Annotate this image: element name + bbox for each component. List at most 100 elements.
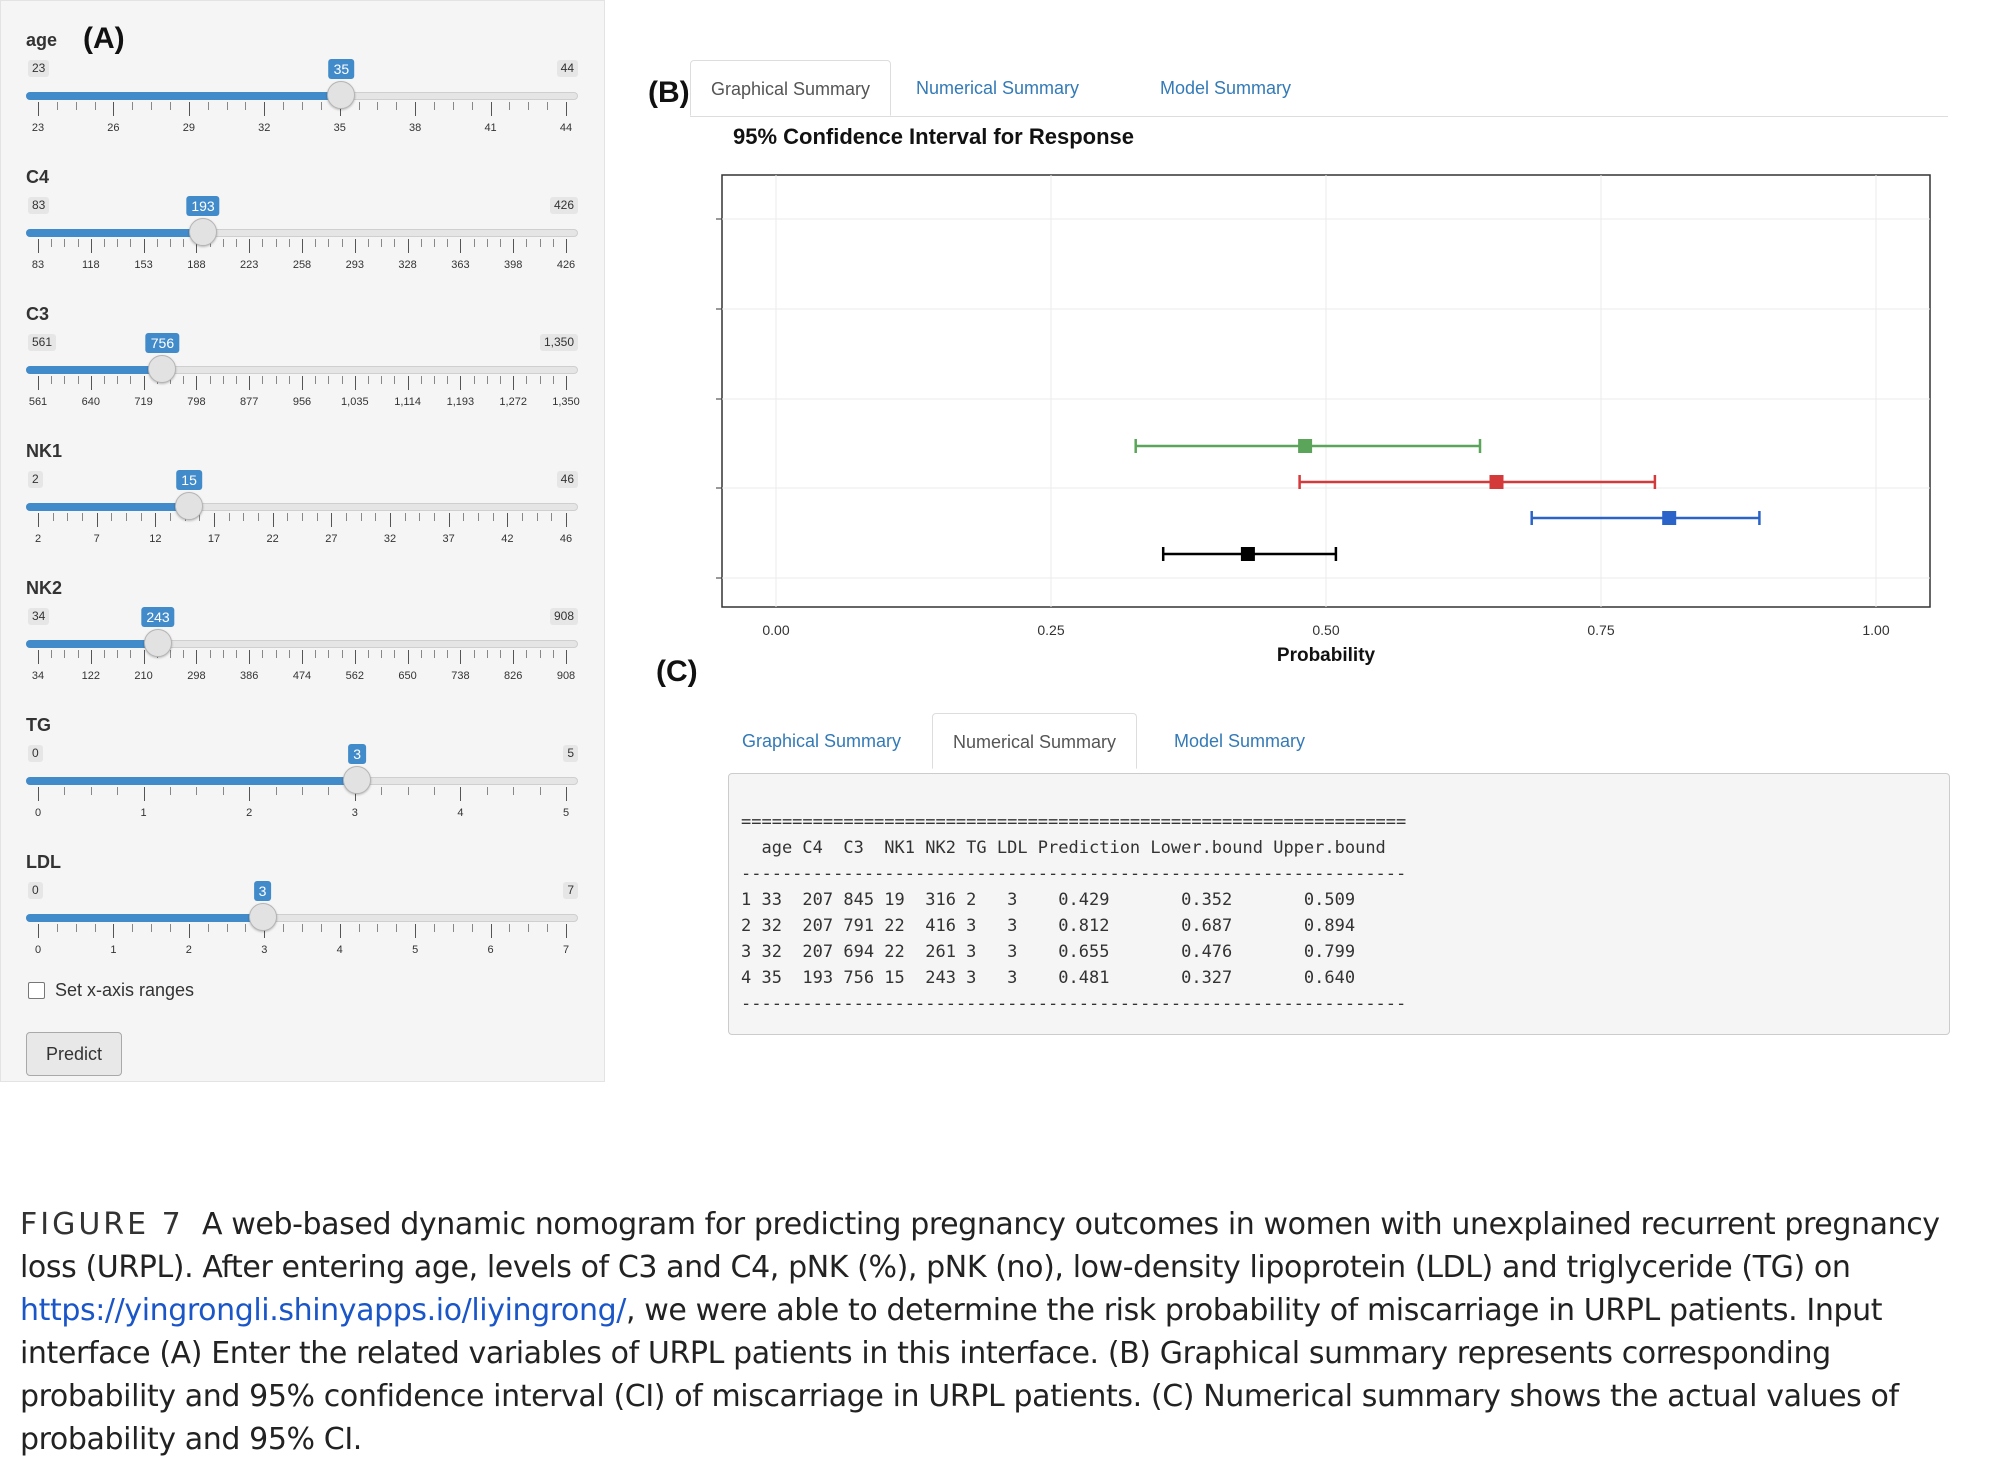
slider-minor-tick: [500, 650, 501, 658]
slider-major-tick: [490, 102, 492, 116]
tab-numerical-summary[interactable]: Numerical Summary: [916, 78, 1080, 98]
slider-major-tick: [196, 239, 198, 253]
x-axis-range-option[interactable]: Set x-axis ranges: [28, 980, 194, 1001]
slider-major-tick: [566, 924, 567, 938]
slider-tick-label: 956: [292, 396, 312, 408]
x-tick-label: 0.00: [762, 622, 789, 638]
slider-major-tick: [143, 650, 145, 664]
slider-minor-tick: [434, 102, 435, 110]
slider-major-tick: [38, 102, 39, 116]
slider-tick-label: 386: [240, 670, 259, 682]
slider-minor-tick: [346, 513, 347, 521]
slider-minor-tick: [275, 239, 277, 247]
slider-tick-label: 398: [504, 259, 523, 271]
slider-minor-tick: [226, 924, 228, 932]
slider-minor-tick: [170, 102, 171, 110]
slider-major-tick: [249, 787, 251, 801]
slider-max-label: 426: [549, 197, 578, 214]
slider-tick-label: 42: [501, 533, 514, 545]
slider-major-tick: [354, 239, 356, 253]
slider-minor-tick: [434, 239, 435, 247]
slider-tick-label: 223: [240, 259, 259, 271]
slider-minor-tick: [183, 376, 185, 384]
slider-major-tick: [566, 239, 567, 253]
slider-max-label: 7: [563, 882, 578, 899]
slider-minor-tick: [341, 239, 343, 247]
slider-minor-tick: [151, 924, 153, 932]
slider-minor-tick: [245, 102, 247, 110]
slider-minor-tick: [207, 924, 209, 932]
slider-minor-tick: [51, 239, 53, 247]
slider-major-tick: [407, 239, 409, 253]
slider-minor-tick: [67, 513, 69, 521]
slider-major-tick: [354, 376, 356, 390]
slider-min-label: 0: [28, 745, 43, 762]
slider-tick-label: 2: [185, 944, 192, 956]
slider-tick-label: 877: [240, 396, 259, 408]
tab-numerical-summary-c[interactable]: Numerical Summary: [932, 713, 1138, 769]
slider-max-label: 44: [556, 60, 578, 77]
slider-major-tick: [38, 513, 39, 527]
table-row: 4 35 193 756 15 243 3 3 0.481 0.327 0.64…: [741, 968, 1356, 988]
slider-minor-tick: [509, 924, 511, 932]
slider-tick-label: 7: [93, 533, 100, 545]
slider-minor-tick: [358, 924, 360, 932]
slider-minor-tick: [486, 650, 488, 658]
predict-button[interactable]: Predict: [26, 1032, 122, 1076]
slider-tick-label: 44: [559, 122, 573, 134]
slider-minor-tick: [236, 376, 237, 384]
slider-minor-tick: [94, 102, 96, 110]
slider-fill: [26, 92, 342, 100]
x-axis-range-checkbox[interactable]: [28, 982, 45, 999]
slider-handle[interactable]: [144, 629, 172, 657]
slider-ticks: 2 7 12 17 22 27 32 37 42 46: [26, 513, 578, 545]
slider-major-tick: [415, 102, 417, 116]
slider-handle[interactable]: [248, 903, 277, 931]
slider-minor-tick: [463, 513, 465, 521]
slider-minor-tick: [328, 239, 330, 247]
panel-a-label: (A): [83, 22, 125, 55]
slider-major-tick: [264, 102, 266, 116]
slider-major-tick: [38, 650, 39, 664]
slider-major-tick: [513, 239, 515, 253]
tab-model-summary-c[interactable]: Model Summary: [1174, 731, 1306, 751]
slider-minor-tick: [104, 650, 105, 658]
slider-minor-tick: [381, 787, 383, 795]
x-axis-range-label: Set x-axis ranges: [55, 980, 195, 1000]
slider-minor-tick: [486, 376, 488, 384]
slider-minor-tick: [526, 239, 528, 247]
slider-tick-label: 3: [351, 807, 358, 819]
slider-handle[interactable]: [327, 81, 356, 109]
slider-fill: [26, 777, 358, 785]
slider-minor-tick: [471, 924, 473, 932]
slider-handle[interactable]: [343, 766, 372, 794]
slider-minor-tick: [130, 376, 132, 384]
slider-minor-tick: [170, 924, 171, 932]
slider-tick-label: 0: [34, 807, 42, 819]
app-link[interactable]: https://yingrongli.shinyapps.io/liyingro…: [20, 1293, 626, 1328]
slider-minor-tick: [447, 239, 449, 247]
slider-tick-label: 4: [336, 944, 343, 956]
tab-graphical-summary-c[interactable]: Graphical Summary: [742, 731, 902, 751]
slider-tg: TG 0 5 3 0 1 2 3 4 5: [26, 715, 578, 845]
slider-handle[interactable]: [148, 355, 177, 383]
tab-graphical-summary[interactable]: Graphical Summary: [690, 60, 892, 116]
slider-minor-tick: [500, 239, 501, 247]
slider-minor-tick: [262, 650, 264, 658]
slider-handle[interactable]: [175, 492, 204, 520]
slider-major-tick: [196, 650, 198, 664]
tab-model-summary[interactable]: Model Summary: [1160, 78, 1292, 98]
x-tick-label: 0.50: [1312, 622, 1339, 638]
chart-title: 95% Confidence Interval for Response: [733, 124, 1134, 149]
slider-c3: C3 561 1,350 756 561 640 719 798 877 956 1,035…: [26, 304, 580, 434]
slider-minor-tick: [56, 924, 58, 932]
slider-minor-tick: [381, 239, 383, 247]
slider-major-tick: [390, 513, 391, 527]
slider-major-tick: [460, 239, 462, 253]
slider-minor-tick: [478, 513, 479, 521]
slider-minor-tick: [117, 239, 119, 247]
slider-minor-tick: [320, 102, 322, 110]
slider-minor-tick: [328, 650, 330, 658]
slider-minor-tick: [407, 787, 409, 795]
slider-handle[interactable]: [189, 218, 218, 246]
